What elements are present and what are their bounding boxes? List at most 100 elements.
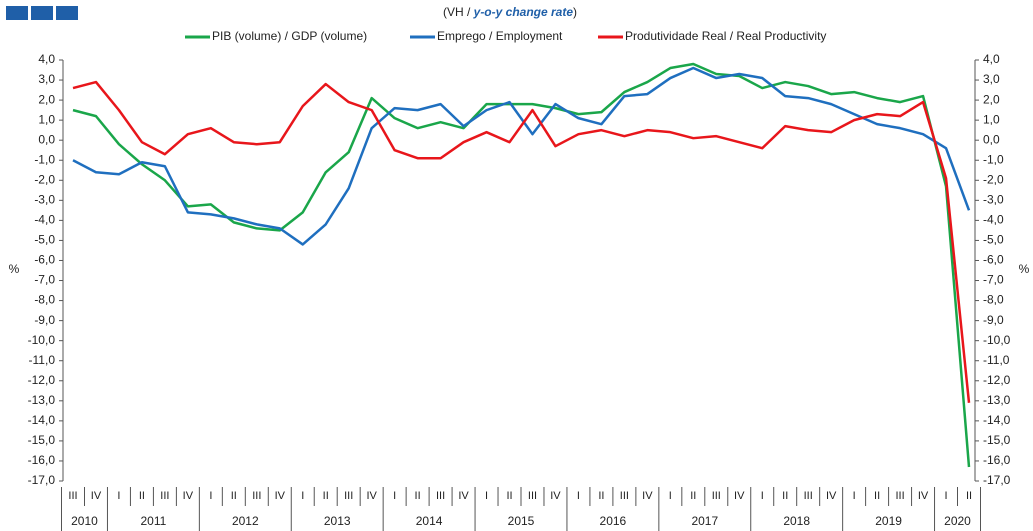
x-tick-label: II <box>782 490 788 502</box>
subtitle-part: (VH / <box>443 5 474 19</box>
y-tick-label: -1,0 <box>34 152 55 166</box>
x-group-label: 2017 <box>691 514 718 528</box>
x-group-label: 2020 <box>944 514 971 528</box>
x-tick-label: II <box>874 490 880 502</box>
legend-label: PIB (volume) / GDP (volume) <box>212 29 367 43</box>
subtitle-part: ) <box>573 5 577 19</box>
y-tick-label: -15,0 <box>28 433 56 447</box>
y-tick-label: -4,0 <box>34 213 55 227</box>
y-tick-label: -11,0 <box>29 353 56 367</box>
y-tick-label: 3,0 <box>38 72 55 86</box>
x-tick-label: III <box>804 490 813 502</box>
x-tick-label: I <box>209 490 212 502</box>
x-tick-label: IV <box>826 490 837 502</box>
y2-tick-label: -12,0 <box>983 373 1011 387</box>
y-tick-label: -8,0 <box>34 293 55 307</box>
y-tick-label: -6,0 <box>34 253 55 267</box>
y2-tick-label: 0,0 <box>983 132 1000 146</box>
x-tick-label: IV <box>734 490 745 502</box>
x-tick-label: I <box>301 490 304 502</box>
y-tick-label: 1,0 <box>38 112 55 126</box>
x-group-label: 2012 <box>232 514 259 528</box>
y2-tick-label: -3,0 <box>983 193 1004 207</box>
y-tick-label: -5,0 <box>34 233 55 247</box>
y-tick-label: -17,0 <box>28 473 56 487</box>
x-tick-label: II <box>598 490 604 502</box>
x-tick-label: II <box>506 490 512 502</box>
x-tick-label: III <box>712 490 721 502</box>
y2-tick-label: 1,0 <box>983 112 1000 126</box>
logo-block <box>31 6 53 20</box>
x-tick-label: II <box>323 490 329 502</box>
y-tick-label: -2,0 <box>34 172 55 186</box>
y2-tick-label: -17,0 <box>983 473 1011 487</box>
y2-tick-label: 2,0 <box>983 92 1000 106</box>
series-line <box>72 62 971 468</box>
y-tick-label: -10,0 <box>28 333 56 347</box>
y-tick-label: 0,0 <box>38 132 55 146</box>
x-tick-label: I <box>393 490 396 502</box>
x-tick-label: III <box>895 490 904 502</box>
y-tick-label: -9,0 <box>34 313 55 327</box>
x-group-label: 2014 <box>416 514 443 528</box>
x-tick-label: II <box>231 490 237 502</box>
y2-tick-label: -6,0 <box>983 253 1004 267</box>
x-tick-label: III <box>620 490 629 502</box>
y-axis-label: % <box>9 262 20 276</box>
x-tick-label: IV <box>366 490 377 502</box>
y2-tick-label: -8,0 <box>983 293 1004 307</box>
x-tick-label: I <box>485 490 488 502</box>
x-tick-label: IV <box>458 490 469 502</box>
x-group-label: 2016 <box>600 514 627 528</box>
x-tick-label: III <box>68 490 77 502</box>
logo-block <box>6 6 28 20</box>
x-tick-label: II <box>139 490 145 502</box>
x-tick-label: I <box>669 490 672 502</box>
x-tick-label: III <box>436 490 445 502</box>
x-tick-label: IV <box>275 490 286 502</box>
y-tick-label: -16,0 <box>28 453 56 467</box>
y-tick-label: -13,0 <box>28 393 56 407</box>
x-tick-label: II <box>415 490 421 502</box>
x-group-label: 2011 <box>141 514 167 528</box>
y2-tick-label: -10,0 <box>983 333 1011 347</box>
x-tick-label: III <box>160 490 169 502</box>
y2-tick-label: -14,0 <box>983 413 1011 427</box>
x-tick-label: III <box>528 490 537 502</box>
y-tick-label: -12,0 <box>28 373 56 387</box>
x-tick-label: I <box>117 490 120 502</box>
subtitle-part: y-o-y change rate <box>473 5 574 19</box>
y2-tick-label: 4,0 <box>983 52 1000 66</box>
y-tick-label: -3,0 <box>34 193 55 207</box>
x-tick-label: IV <box>91 490 102 502</box>
x-tick-label: I <box>944 490 947 502</box>
x-tick-label: IV <box>918 490 929 502</box>
y2-tick-label: -4,0 <box>983 213 1004 227</box>
y2-tick-label: -2,0 <box>983 172 1004 186</box>
chart-subtitle: (VH / y-o-y change rate) <box>443 5 577 19</box>
y-tick-label: -7,0 <box>34 273 55 287</box>
y2-tick-label: -1,0 <box>983 152 1004 166</box>
y2-tick-label: -9,0 <box>983 313 1004 327</box>
x-tick-label: IV <box>642 490 653 502</box>
y2-tick-label: -5,0 <box>983 233 1004 247</box>
x-group-label: 2018 <box>783 514 810 528</box>
y-tick-label: -14,0 <box>28 413 56 427</box>
y2-tick-label: -11,0 <box>983 353 1010 367</box>
series-line <box>72 66 971 246</box>
y2-tick-label: -16,0 <box>983 453 1011 467</box>
x-tick-label: I <box>853 490 856 502</box>
x-tick-label: IV <box>183 490 194 502</box>
y2-tick-label: -13,0 <box>983 393 1011 407</box>
x-tick-label: II <box>690 490 696 502</box>
y2-axis-label: % <box>1019 262 1030 276</box>
x-tick-label: IV <box>550 490 561 502</box>
logo-block <box>56 6 78 20</box>
y2-tick-label: 3,0 <box>983 72 1000 86</box>
y-tick-label: 4,0 <box>38 52 55 66</box>
y-tick-label: 2,0 <box>38 92 55 106</box>
x-tick-label: II <box>966 490 972 502</box>
y2-tick-label: -7,0 <box>983 273 1004 287</box>
x-tick-label: III <box>252 490 261 502</box>
